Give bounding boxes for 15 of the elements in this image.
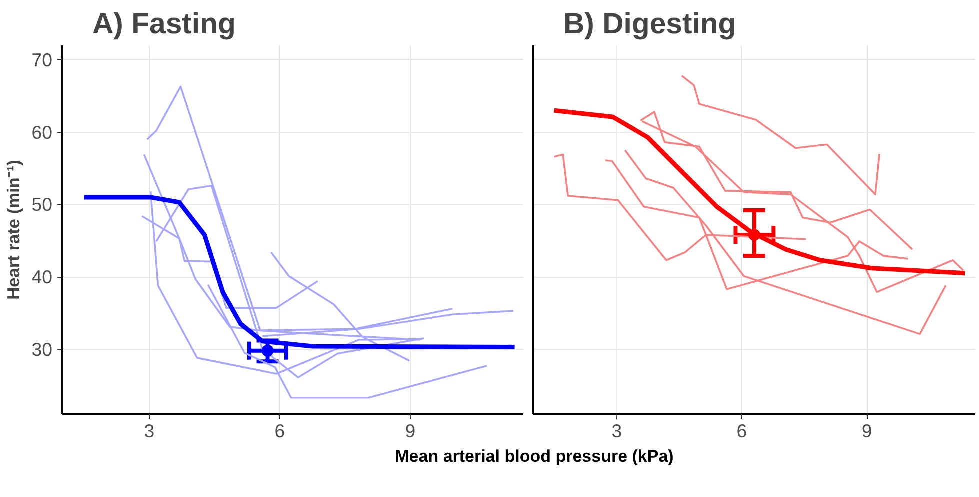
x-tick-label: 6 — [736, 420, 748, 442]
y-tick-label: 60 — [32, 122, 53, 143]
y-tick-label: 30 — [32, 338, 53, 360]
y-tick-label: 50 — [32, 194, 53, 216]
x-axis-title: Mean arterial blood pressure (kPa) — [395, 446, 674, 468]
x-tick-label: 6 — [274, 420, 286, 442]
chart-title: B) Digesting — [564, 8, 736, 40]
x-tick-label: 9 — [862, 420, 872, 442]
y-axis-title: Heart rate (min⁻¹) — [4, 160, 24, 300]
y-tick-label: 70 — [32, 49, 53, 70]
x-tick-label: 3 — [144, 420, 155, 442]
x-tick-label: 3 — [612, 420, 622, 442]
y-tick-label: 40 — [32, 266, 53, 288]
x-tick-label: 9 — [405, 420, 416, 442]
chart-title: A) Fasting — [92, 8, 236, 40]
